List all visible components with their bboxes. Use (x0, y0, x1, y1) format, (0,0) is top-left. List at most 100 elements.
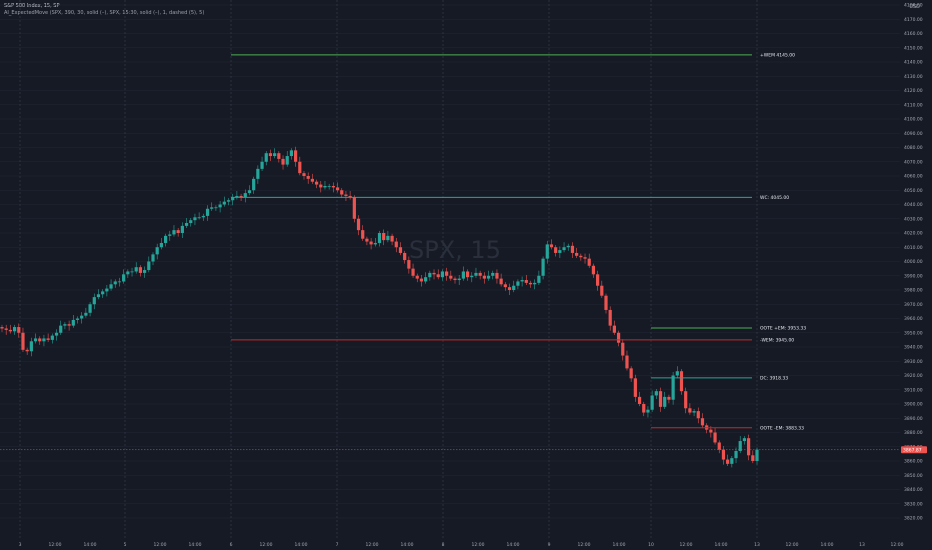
x-tick-label: 13 (859, 542, 865, 548)
candle-body (721, 449, 726, 460)
y-tick-label: 4060.00 (904, 174, 923, 180)
chart-title: S&P 500 Index, 15, SP (4, 3, 60, 9)
x-tick-label: 14:00 (295, 542, 308, 548)
candle-body (340, 190, 344, 195)
candle-body (80, 315, 84, 319)
candle-body (361, 230, 365, 239)
candle-body (700, 418, 705, 426)
candle-body (549, 244, 554, 248)
y-tick-label: 4000.00 (904, 259, 923, 265)
y-tick-label: 3900.00 (904, 402, 923, 408)
candle-body (214, 207, 218, 209)
candle-body (210, 207, 214, 209)
candle-body (432, 272, 436, 275)
y-tick-label: 3920.00 (904, 373, 923, 379)
x-tick-label: 12:00 (154, 542, 167, 548)
candle-body (688, 408, 692, 413)
candle-body (159, 242, 163, 248)
candle-body (516, 281, 520, 286)
candle-body (84, 312, 88, 316)
candle-body (331, 185, 335, 188)
candle-body (528, 282, 533, 285)
candle-body (117, 281, 122, 283)
candle-body (33, 338, 38, 342)
level-label: OOTE +EM: 3953.33 (760, 326, 806, 332)
candle-body (222, 201, 226, 205)
candle-body (503, 284, 507, 288)
candle-body (658, 391, 663, 407)
y-tick-label: 4090.00 (904, 131, 923, 137)
candle-body (675, 371, 679, 376)
candle-body (566, 245, 570, 248)
y-tick-label: 3980.00 (904, 288, 923, 294)
y-tick-label: 3930.00 (904, 359, 923, 365)
candle-body (356, 218, 361, 231)
candle-body (596, 274, 600, 286)
candle-body (109, 284, 113, 289)
candle-body (113, 281, 117, 285)
y-tick-label: 3880.00 (904, 430, 923, 436)
candle-body (256, 168, 260, 179)
candle-body (294, 150, 298, 162)
candle-body (671, 375, 675, 400)
candle-body (407, 260, 411, 269)
candle-body (524, 280, 528, 283)
x-tick-label: 7 (336, 542, 339, 548)
candle-body (273, 153, 277, 157)
candle-body (478, 272, 482, 276)
candle-body (445, 271, 449, 276)
y-tick-label: 3840.00 (904, 487, 923, 493)
candle-body (289, 150, 294, 157)
x-tick-label: 12:00 (680, 542, 693, 548)
x-tick-label: 9 (548, 542, 551, 548)
candle-body (12, 327, 17, 332)
x-tick-label: 14:00 (401, 542, 414, 548)
candle-body (562, 247, 566, 251)
candle-body (453, 278, 457, 281)
y-tick-label: 4030.00 (904, 216, 923, 222)
x-tick-label: 14:00 (507, 542, 520, 548)
candle-body (226, 200, 231, 202)
candle-body (692, 411, 696, 413)
candle-body (369, 241, 373, 245)
candle-body (277, 153, 281, 159)
level-label: DC: 3918.33 (760, 375, 788, 381)
candle-body (180, 225, 184, 233)
candle-body (709, 429, 713, 433)
candle-body (281, 158, 285, 165)
y-tick-label: 3860.00 (904, 459, 923, 465)
candle-body (21, 332, 25, 350)
level-label: WC: 4045.00 (760, 195, 789, 201)
candle-body (239, 195, 243, 198)
level-label: +WEM 4145.00 (760, 52, 795, 58)
candle-body (717, 442, 721, 450)
candle-body (390, 235, 394, 242)
candle-body (684, 391, 688, 409)
candle-body (243, 193, 247, 198)
candle-body (734, 451, 738, 459)
y-tick-label: 3890.00 (904, 416, 923, 422)
candle-body (130, 271, 134, 273)
x-tick-label: 12:00 (786, 542, 799, 548)
candle-body (398, 247, 403, 253)
x-tick-label: 14:00 (715, 542, 728, 548)
y-tick-label: 3970.00 (904, 302, 923, 308)
candle-body (730, 458, 734, 464)
y-tick-label: 4040.00 (904, 202, 923, 208)
y-tick-label: 4140.00 (904, 60, 923, 66)
y-tick-label: 4180.00 (904, 3, 923, 9)
candle-body (713, 432, 717, 443)
candle-body (507, 287, 512, 290)
candle-body (344, 194, 348, 196)
candle-body (545, 244, 549, 259)
level-label: -WEM: 3945.00 (760, 337, 794, 343)
candle-body (126, 271, 130, 275)
y-tick-label: 4120.00 (904, 88, 923, 94)
candle-body (155, 247, 159, 255)
candle-body (461, 271, 465, 279)
y-tick-label: 3950.00 (904, 330, 923, 336)
candle-body (600, 285, 604, 296)
candle-body (63, 324, 67, 326)
candle-body (419, 278, 424, 282)
